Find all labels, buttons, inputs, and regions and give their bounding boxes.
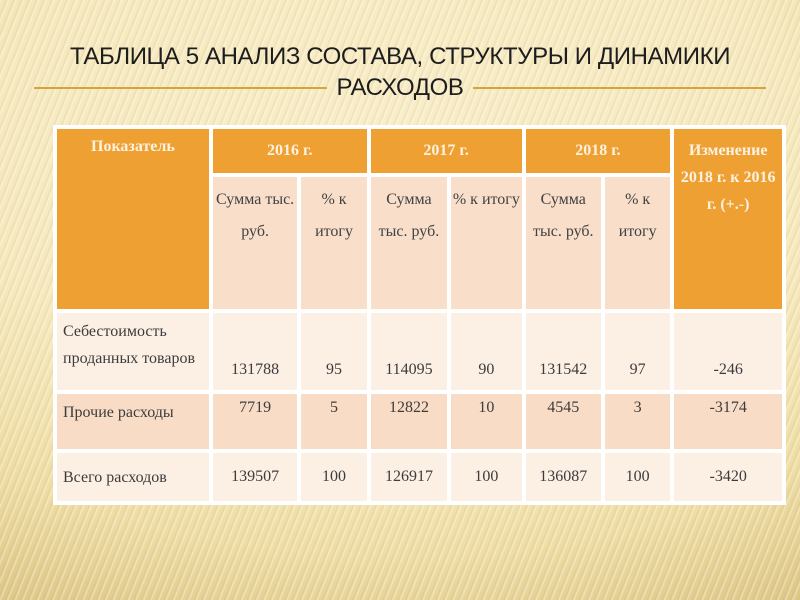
value-cell: 126917 (370, 453, 448, 501)
subheader-sum-2016: Сумма тыс. руб. (212, 177, 298, 309)
title-rule-right (473, 87, 767, 89)
value-cell: -246 (674, 313, 782, 390)
value-cell: 131542 (525, 313, 601, 390)
value-cell: 131788 (212, 313, 298, 390)
value-cell: 95 (301, 313, 367, 390)
value-cell: 100 (604, 453, 671, 501)
table-row-cost-of-goods: Себестоимость проданных товаров 131788 9… (57, 313, 782, 390)
value-cell: 10 (451, 394, 522, 449)
slide-title: ТАБЛИЦА 5 АНАЛИЗ СОСТАВА, СТРУКТУРЫ И ДИ… (0, 42, 800, 102)
table-subheader-row: Сумма тыс. руб. % к итогу Сумма тыс. руб… (57, 177, 782, 309)
row-label: Себестоимость проданных товаров (57, 313, 209, 390)
row-label: Прочие расходы (57, 394, 209, 449)
value-cell: 100 (301, 453, 367, 501)
table-row-total-expenses: Всего расходов 139507 100 126917 100 136… (57, 453, 782, 501)
row-label: Всего расходов (57, 453, 209, 501)
value-cell: 136087 (525, 453, 601, 501)
subheader-pct-2018: % к итогу (604, 177, 671, 309)
subheader-sum-2017: Сумма тыс. руб. (370, 177, 448, 309)
subheader-pct-2016: % к итогу (301, 177, 367, 309)
value-cell: 3 (604, 394, 671, 449)
subheader-sum-2018: Сумма тыс. руб. (525, 177, 601, 309)
value-cell: -3174 (674, 394, 782, 449)
table-row-other-expenses: Прочие расходы 7719 5 12822 10 4545 3 -3… (57, 394, 782, 449)
value-cell: 97 (604, 313, 671, 390)
value-cell: 100 (451, 453, 522, 501)
year-header-2016: 2016 г. (212, 129, 367, 173)
title-rule-left (34, 87, 327, 89)
value-cell: 90 (451, 313, 522, 390)
value-cell: 139507 (212, 453, 298, 501)
table-header-row: Показатель 2016 г. 2017 г. 2018 г. Измен… (57, 129, 782, 309)
slide-title-line2: РАСХОДОВ (0, 74, 800, 102)
value-cell: 4545 (525, 394, 601, 449)
value-cell: 12822 (370, 394, 448, 449)
slide-title-line1: ТАБЛИЦА 5 АНАЛИЗ СОСТАВА, СТРУКТУРЫ И ДИ… (69, 43, 731, 70)
expenses-table: Показатель 2016 г. 2017 г. 2018 г. Измен… (53, 125, 786, 505)
value-cell: -3420 (674, 453, 782, 501)
value-cell: 7719 (212, 394, 298, 449)
year-header-2018: 2018 г. (525, 129, 671, 173)
column-header-indicator: Показатель (57, 129, 209, 309)
expenses-table-container: Показатель 2016 г. 2017 г. 2018 г. Измен… (53, 125, 786, 505)
value-cell: 5 (301, 394, 367, 449)
subheader-pct-2017: % к итогу (451, 177, 522, 309)
slide-title-line2-word: РАСХОДОВ (336, 74, 464, 101)
year-header-2017: 2017 г. (370, 129, 522, 173)
value-cell: 114095 (370, 313, 448, 390)
column-header-change: Изменение 2018 г. к 2016 г. (+.-) (674, 129, 782, 309)
